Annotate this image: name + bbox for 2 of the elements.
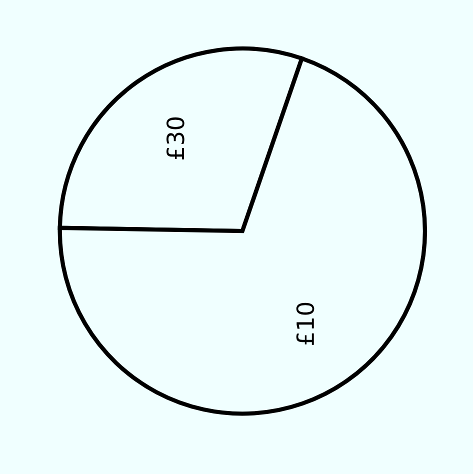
slice-label: £30 (166, 117, 184, 160)
slice-label: £10 (296, 302, 314, 345)
